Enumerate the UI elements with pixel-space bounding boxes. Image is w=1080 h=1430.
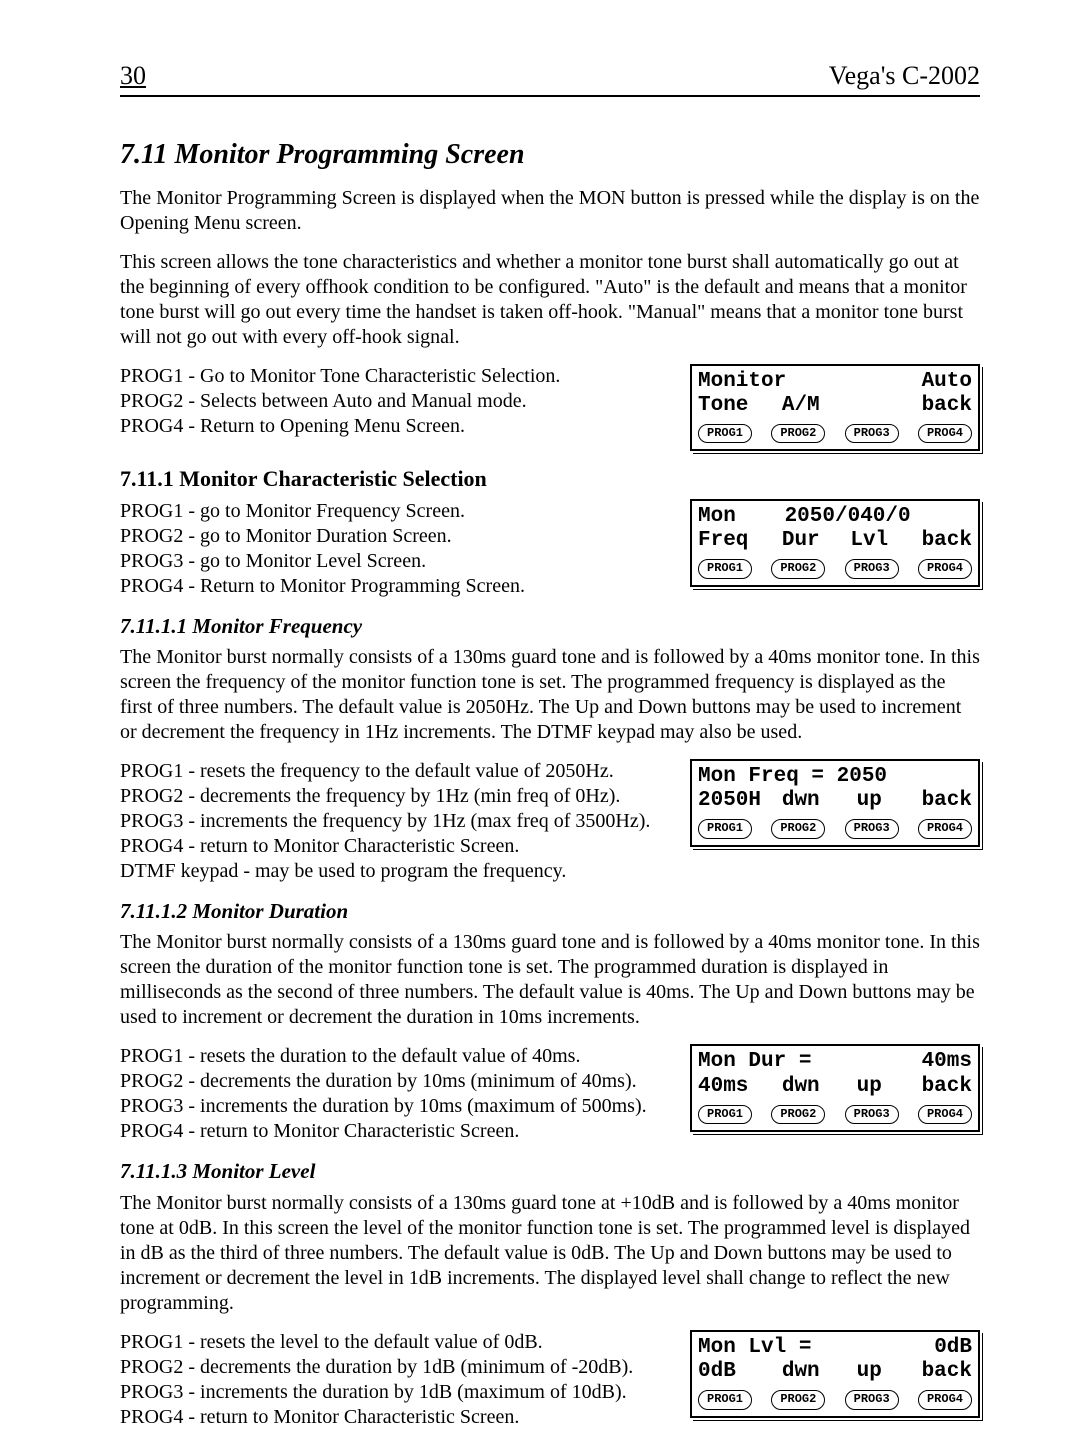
lcd-text: 0dB (934, 1336, 972, 1360)
lcd-soft-label: dwn (767, 1075, 836, 1099)
lcd-soft-label: up (835, 1360, 904, 1384)
prog2-button[interactable]: PROG2 (771, 819, 825, 839)
prog-list-freq: PROG1 - resets the frequency to the defa… (120, 759, 660, 884)
lcd-text: Mon Lvl = (698, 1336, 811, 1360)
lcd-panel-char: Mon 2050/040/0 Freq Dur Lvl back PROG1 P… (690, 499, 980, 587)
prog-list-lvl: PROG1 - resets the level to the default … (120, 1330, 660, 1430)
prog4-button[interactable]: PROG4 (918, 559, 972, 579)
lcd-soft-label: back (904, 394, 973, 418)
lcd-soft-label: up (835, 1075, 904, 1099)
prog3-button[interactable]: PROG3 (845, 424, 899, 444)
lcd-panel-monitor: Monitor Auto Tone A/M back PROG1 PROG2 P… (690, 364, 980, 452)
page-number: 30 (120, 60, 146, 93)
lcd-text: Mon Freq = 2050 (698, 765, 887, 789)
list-item: PROG1 - go to Monitor Frequency Screen. (120, 499, 660, 524)
list-item: PROG3 - go to Monitor Level Screen. (120, 549, 660, 574)
list-item: PROG4 - return to Monitor Characteristic… (120, 1405, 660, 1430)
lcd-soft-label: dwn (767, 789, 836, 813)
lcd-soft-label (835, 394, 904, 418)
list-item: PROG1 - resets the level to the default … (120, 1330, 660, 1355)
lcd-text: Monitor (698, 370, 786, 394)
doc-title: Vega's C-2002 (829, 60, 980, 93)
lcd-soft-label: A/M (767, 394, 836, 418)
lcd-soft-label: Lvl (835, 529, 904, 553)
lcd-text: Mon Dur = (698, 1050, 811, 1074)
prog3-button[interactable]: PROG3 (845, 1390, 899, 1410)
section-title: 7.11 Monitor Programming Screen (120, 137, 980, 172)
lcd-soft-label: back (904, 529, 973, 553)
list-item: PROG2 - Selects between Auto and Manual … (120, 389, 660, 414)
list-item: PROG2 - decrements the duration by 10ms … (120, 1069, 660, 1094)
intro-para-2: This screen allows the tone characterist… (120, 250, 980, 350)
prog-list-dur: PROG1 - resets the duration to the defau… (120, 1044, 660, 1144)
prog3-button[interactable]: PROG3 (845, 819, 899, 839)
lcd-text (959, 505, 972, 529)
prog1-button[interactable]: PROG1 (698, 424, 752, 444)
lcd-soft-label: Freq (698, 529, 767, 553)
prog2-button[interactable]: PROG2 (771, 424, 825, 444)
prog-list-char: PROG1 - go to Monitor Frequency Screen. … (120, 499, 660, 599)
prog1-button[interactable]: PROG1 (698, 559, 752, 579)
list-item: PROG4 - Return to Monitor Programming Sc… (120, 574, 660, 599)
lcd-panel-lvl: Mon Lvl = 0dB 0dB dwn up back PROG1 PROG… (690, 1330, 980, 1418)
prog1-button[interactable]: PROG1 (698, 819, 752, 839)
lcd-soft-label: 2050H (698, 789, 767, 813)
lcd-soft-label: 0dB (698, 1360, 767, 1384)
list-item: PROG4 - return to Monitor Characteristic… (120, 834, 660, 859)
subheading-lvl: 7.11.1.3 Monitor Level (120, 1158, 980, 1184)
subheading-char: 7.11.1 Monitor Characteristic Selection (120, 465, 980, 493)
list-item: PROG3 - increments the duration by 1dB (… (120, 1380, 660, 1405)
lcd-soft-label: back (904, 789, 973, 813)
list-item: PROG4 - Return to Opening Menu Screen. (120, 414, 660, 439)
list-item: PROG3 - increments the duration by 10ms … (120, 1094, 660, 1119)
list-item: PROG1 - resets the frequency to the defa… (120, 759, 660, 784)
page-header: 30 Vega's C-2002 (120, 60, 980, 97)
lcd-soft-label: Dur (767, 529, 836, 553)
freq-para: The Monitor burst normally consists of a… (120, 645, 980, 745)
section-number: 7.11 (120, 139, 167, 170)
prog2-button[interactable]: PROG2 (771, 1390, 825, 1410)
list-item: PROG4 - return to Monitor Characteristic… (120, 1119, 660, 1144)
prog1-button[interactable]: PROG1 (698, 1390, 752, 1410)
subheading-freq: 7.11.1.1 Monitor Frequency (120, 613, 980, 639)
list-item: PROG2 - go to Monitor Duration Screen. (120, 524, 660, 549)
list-item: PROG1 - Go to Monitor Tone Characteristi… (120, 364, 660, 389)
prog4-button[interactable]: PROG4 (918, 819, 972, 839)
list-item: PROG3 - increments the frequency by 1Hz … (120, 809, 660, 834)
dur-para: The Monitor burst normally consists of a… (120, 930, 980, 1030)
lcd-text: 40ms (922, 1050, 972, 1074)
lcd-text: Mon (698, 505, 736, 529)
intro-para-1: The Monitor Programming Screen is displa… (120, 186, 980, 236)
lcd-soft-label: 40ms (698, 1075, 767, 1099)
prog4-button[interactable]: PROG4 (918, 1105, 972, 1125)
prog2-button[interactable]: PROG2 (771, 559, 825, 579)
prog4-button[interactable]: PROG4 (918, 424, 972, 444)
lcd-soft-label: Tone (698, 394, 767, 418)
list-item: PROG2 - decrements the frequency by 1Hz … (120, 784, 660, 809)
prog4-button[interactable]: PROG4 (918, 1390, 972, 1410)
prog3-button[interactable]: PROG3 (845, 559, 899, 579)
list-item: PROG2 - decrements the duration by 1dB (… (120, 1355, 660, 1380)
lcd-panel-freq: Mon Freq = 2050 2050H dwn up back PROG1 … (690, 759, 980, 847)
lcd-soft-label: up (835, 789, 904, 813)
lcd-soft-label: back (904, 1360, 973, 1384)
lcd-text: 2050/040/0 (736, 505, 960, 529)
section-name: Monitor Programming Screen (174, 139, 524, 170)
lcd-soft-label: back (904, 1075, 973, 1099)
prog-list-main: PROG1 - Go to Monitor Tone Characteristi… (120, 364, 660, 439)
list-item: DTMF keypad - may be used to program the… (120, 859, 660, 884)
prog2-button[interactable]: PROG2 (771, 1105, 825, 1125)
prog1-button[interactable]: PROG1 (698, 1105, 752, 1125)
lcd-text: Auto (922, 370, 972, 394)
list-item: PROG1 - resets the duration to the defau… (120, 1044, 660, 1069)
prog3-button[interactable]: PROG3 (845, 1105, 899, 1125)
lcd-soft-label: dwn (767, 1360, 836, 1384)
lcd-panel-dur: Mon Dur = 40ms 40ms dwn up back PROG1 PR… (690, 1044, 980, 1132)
subheading-dur: 7.11.1.2 Monitor Duration (120, 898, 980, 924)
lvl-para: The Monitor burst normally consists of a… (120, 1191, 980, 1316)
